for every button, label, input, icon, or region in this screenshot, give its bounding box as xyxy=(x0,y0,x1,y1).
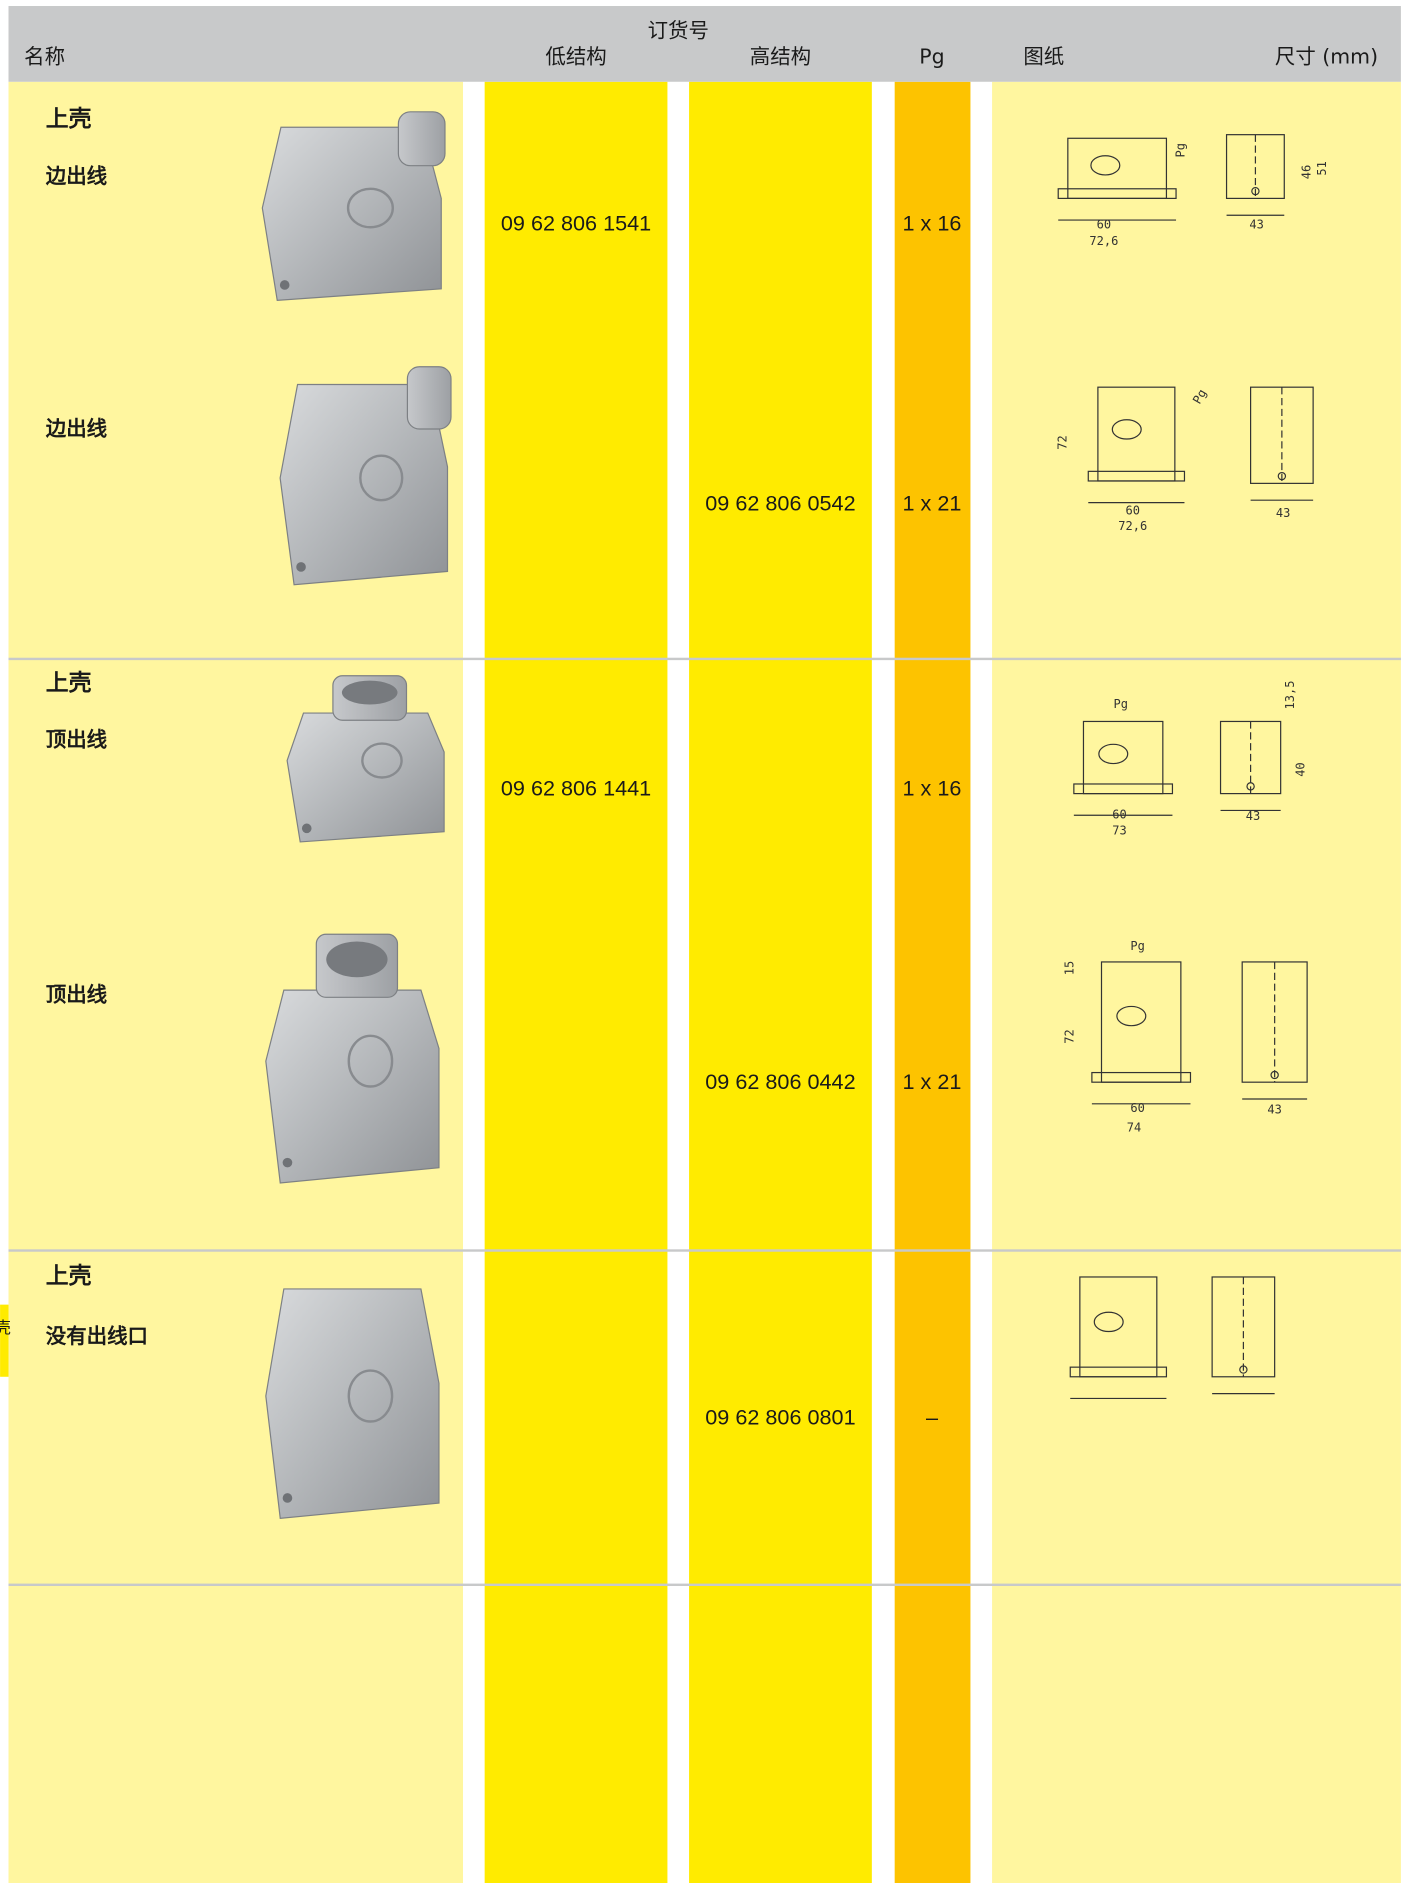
drawing-front-base xyxy=(1069,1366,1168,1378)
drawing-front-base xyxy=(1087,470,1186,482)
dimension-label: 46 xyxy=(1300,165,1314,179)
product-name: 边出线 xyxy=(46,164,108,188)
dimension-label: 60 xyxy=(1130,1101,1144,1115)
product-image xyxy=(286,712,445,843)
header-low: 低结构 xyxy=(545,45,606,69)
header-high: 高结构 xyxy=(750,45,811,69)
drawing-pin xyxy=(1239,1365,1248,1374)
product-image xyxy=(265,989,440,1184)
dimension-label: 72 xyxy=(1063,1029,1077,1043)
row-divider xyxy=(8,1249,1401,1252)
dimension-label: Pg xyxy=(1173,143,1187,157)
product-name: 顶出线 xyxy=(46,728,108,752)
dimension-label: 60 xyxy=(1126,504,1140,518)
drawing-pin xyxy=(1277,471,1287,481)
header-order-no: 订货号 xyxy=(648,18,709,42)
dimension-label: 13,5 xyxy=(1283,681,1297,710)
order-no-high: 09 62 806 0801 xyxy=(705,1405,855,1430)
logo xyxy=(347,1034,394,1088)
dimension-label: 74 xyxy=(1127,1120,1141,1134)
drawing-logo xyxy=(1111,419,1142,440)
logo xyxy=(347,1369,394,1423)
row-divider xyxy=(8,657,1401,661)
drawing-front-base xyxy=(1091,1071,1192,1083)
pg-size: 1 x 21 xyxy=(903,491,962,516)
pg-size: 1 x 16 xyxy=(903,776,962,801)
dimension-label: 72,6 xyxy=(1118,519,1147,533)
header-drawing: 图纸 xyxy=(1023,45,1064,69)
group-title: 上壳 xyxy=(46,670,92,697)
logo xyxy=(361,742,403,779)
logo xyxy=(359,454,404,502)
dimension-label: 72 xyxy=(1056,435,1070,449)
product-name: 边出线 xyxy=(46,416,108,440)
drawing-pin xyxy=(1270,1070,1279,1080)
drawing-front-base xyxy=(1057,188,1177,200)
drawing-front-base xyxy=(1073,783,1174,795)
locking-pin xyxy=(296,562,306,572)
pg-size: 1 x 16 xyxy=(903,211,962,236)
drawing-logo xyxy=(1098,743,1129,765)
dimension-label: Pg xyxy=(1130,939,1144,953)
group-title: 上壳 xyxy=(46,1262,92,1289)
drawing-side xyxy=(1225,134,1285,200)
dimension-label: 15 xyxy=(1063,961,1077,975)
dimension-label: 43 xyxy=(1249,217,1263,231)
locking-pin xyxy=(279,280,290,290)
cable-gland xyxy=(397,111,446,167)
dimension-label: 51 xyxy=(1315,161,1329,175)
row-divider xyxy=(8,1583,1401,1587)
dimension-label: 40 xyxy=(1294,762,1308,776)
low-column xyxy=(484,81,668,1883)
order-no-high: 09 62 806 0542 xyxy=(705,491,855,516)
locking-pin xyxy=(282,1493,293,1503)
locking-pin xyxy=(301,823,312,834)
drawing-pin xyxy=(1251,186,1260,196)
order-no-low: 09 62 806 1541 xyxy=(501,211,651,236)
pg-size: – xyxy=(926,1405,939,1430)
side-tab-label: 壳 xyxy=(0,1318,11,1337)
dimension-label: Pg xyxy=(1114,697,1128,711)
order-no-low: 09 62 806 1441 xyxy=(501,776,651,801)
product-name: 没有出线口 xyxy=(46,1324,148,1348)
dimension-label: 43 xyxy=(1246,809,1260,823)
locking-pin xyxy=(282,1157,293,1168)
gland-hole xyxy=(326,941,388,978)
header-band xyxy=(8,6,1401,82)
pg-column xyxy=(894,81,971,1883)
drawing-pin xyxy=(1246,782,1255,791)
drawing-logo xyxy=(1093,1311,1124,1333)
dimension-label: 72,6 xyxy=(1089,234,1118,248)
product-image xyxy=(265,1288,440,1520)
logo xyxy=(346,187,394,229)
dimension-label: 60 xyxy=(1097,217,1111,231)
dimension-label: 73 xyxy=(1112,823,1126,837)
drawing-logo xyxy=(1116,1005,1147,1027)
header-dims: 尺寸 (mm) xyxy=(1275,45,1378,69)
group-title: 上壳 xyxy=(46,106,92,133)
high-column xyxy=(689,81,872,1883)
side-tab xyxy=(0,1304,9,1377)
gland-hole xyxy=(341,680,398,705)
dimension-label: Pg xyxy=(1190,387,1209,407)
dimension-label: 43 xyxy=(1276,506,1290,520)
dimension-label: 60 xyxy=(1112,808,1126,822)
order-no-high: 09 62 806 0442 xyxy=(705,1069,855,1094)
dimension-label: 43 xyxy=(1267,1102,1281,1116)
drawing-column xyxy=(992,81,1401,1883)
product-name: 顶出线 xyxy=(46,983,108,1007)
header-name: 名称 xyxy=(24,45,65,69)
pg-size: 1 x 21 xyxy=(903,1069,962,1094)
cable-gland xyxy=(406,366,452,430)
header-pg: Pg xyxy=(919,45,944,69)
drawing-logo xyxy=(1090,155,1121,176)
